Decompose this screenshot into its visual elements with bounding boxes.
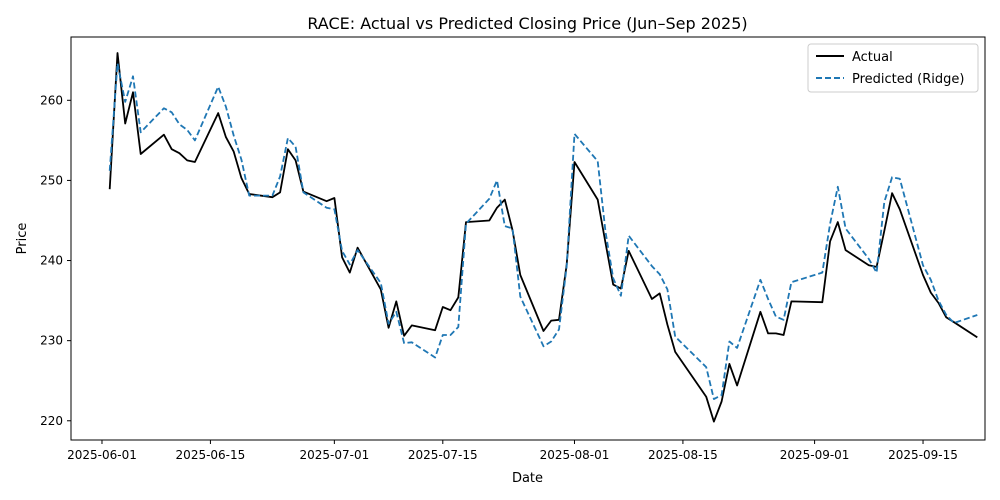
x-tick-label: 2025-07-15 (408, 448, 478, 462)
legend-box (807, 43, 979, 93)
y-tick-label: 260 (40, 93, 63, 107)
x-tick-label: 2025-06-01 (67, 448, 137, 462)
x-ticks: 2025-06-01 2025-06-15 2025-07-01 2025-07-15… (67, 440, 958, 462)
x-tick-label: 2025-09-15 (888, 448, 958, 462)
x-tick-label: 2025-09-01 (780, 448, 850, 462)
x-tick-label: 2025-07-01 (299, 448, 369, 462)
actual-series-line (108, 52, 978, 423)
y-tick-label: 220 (40, 414, 63, 428)
x-axis-label: Date (512, 471, 543, 486)
y-tick-label: 240 (40, 254, 63, 268)
series-lines (108, 52, 978, 423)
plot-frame (70, 36, 986, 441)
x-tick-label: 2025-06-15 (176, 448, 246, 462)
y-tick-label: 230 (40, 334, 63, 348)
y-axis-label: Price (15, 223, 30, 255)
predicted-series-line (108, 62, 978, 401)
legend-predicted-label: Predicted (Ridge) (852, 72, 964, 87)
x-tick-label: 2025-08-01 (540, 448, 610, 462)
legend-actual-label: Actual (852, 50, 893, 65)
x-tick-label: 2025-08-15 (648, 448, 718, 462)
chart-title: RACE: Actual vs Predicted Closing Price … (307, 14, 747, 33)
y-ticks: 220 230 240 250 260 (40, 93, 71, 428)
y-tick-label: 250 (40, 173, 63, 187)
legend: Actual Predicted (Ridge) (807, 43, 979, 93)
